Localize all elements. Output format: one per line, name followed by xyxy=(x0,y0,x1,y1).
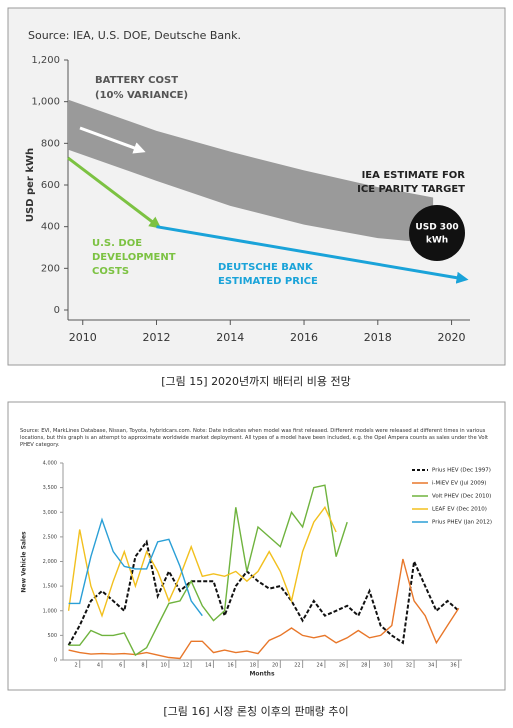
y-tick-label: 1,500 xyxy=(43,584,57,590)
line xyxy=(67,505,337,618)
y-tick-label: 0 xyxy=(54,305,60,316)
legend-label: Prius HEV (Dec 1997) xyxy=(432,468,491,474)
series-label: DEUTSCHE BANK xyxy=(218,262,314,273)
y-tick-label: 3,500 xyxy=(43,485,57,491)
x-tick-label: 16 xyxy=(227,663,233,669)
x-tick-label: 14 xyxy=(205,663,211,669)
annotation: IEA ESTIMATE FOR xyxy=(362,170,466,181)
line xyxy=(68,484,348,657)
line xyxy=(68,558,460,660)
y-tick-label: 2,000 xyxy=(43,559,57,565)
x-tick-label: 20 xyxy=(272,663,278,669)
figure-box xyxy=(7,401,506,691)
x-tick-label: 2 xyxy=(75,663,78,669)
line xyxy=(67,539,460,646)
legend-label: LEAF EV (Dec 2010) xyxy=(432,507,487,513)
x-tick-label: 2014 xyxy=(216,331,244,344)
annotation: kWh xyxy=(426,236,448,246)
x-tick-label: 32 xyxy=(406,663,412,669)
line xyxy=(67,156,162,229)
x-tick-label: 24 xyxy=(317,663,323,669)
band xyxy=(68,99,434,244)
source: Source: EVI, MarkLines Database, Nissan,… xyxy=(20,428,489,448)
x-tick-label: 28 xyxy=(361,663,367,669)
y-tick-label: 1,200 xyxy=(31,55,60,66)
y-axis-label: New Vehicle Sales xyxy=(21,531,28,593)
x-tick-label: 2012 xyxy=(143,331,171,344)
series-label: COSTS xyxy=(92,266,129,277)
line xyxy=(68,517,203,617)
annotation: USD 300 xyxy=(415,223,458,233)
caption: [그림 16] 시장 론칭 이후의 판매량 추이 xyxy=(163,705,348,718)
legend-label: Volt PHEV (Dec 2010) xyxy=(432,494,491,500)
y-tick-label: 500 xyxy=(47,633,57,639)
band-label: (10% VARIANCE) xyxy=(95,90,188,101)
series-label: DEVELOPMENT xyxy=(92,252,176,263)
y-tick-label: 200 xyxy=(41,263,60,274)
target-badge xyxy=(409,205,465,261)
x-tick-label: 18 xyxy=(250,663,256,669)
x-tick-label: 6 xyxy=(119,663,122,669)
annotation: ICE PARITY TARGET xyxy=(357,184,465,195)
x-tick-label: 34 xyxy=(428,663,434,669)
caption: [그림 15] 2020년까지 배터리 비용 전망 xyxy=(161,375,351,388)
x-axis-label: Months xyxy=(249,671,275,678)
x-tick-label: 12 xyxy=(183,663,189,669)
x-tick-label: 2018 xyxy=(364,331,392,344)
series-label: ESTIMATED PRICE xyxy=(218,276,318,287)
y-tick-label: 400 xyxy=(41,222,60,233)
y-axis-label: USD per kWh xyxy=(25,148,36,222)
y-tick-label: 1,000 xyxy=(43,608,57,614)
band-label: BATTERY COST xyxy=(95,75,178,86)
legend-label: i-MiEV EV (Jul 2009) xyxy=(432,481,486,487)
y-tick-label: 0 xyxy=(54,658,57,664)
arrow xyxy=(79,126,146,154)
x-tick-label: 36 xyxy=(450,663,456,669)
source-box: Source: EVI, MarkLines Database, Nissan,… xyxy=(20,428,489,448)
x-tick-label: 2020 xyxy=(438,331,466,344)
x-tick-label: 2010 xyxy=(69,331,97,344)
series-label: U.S. DOE xyxy=(92,238,142,249)
y-tick-label: 4,000 xyxy=(43,461,57,467)
y-tick-label: 3,000 xyxy=(43,510,57,516)
x-tick-label: 2016 xyxy=(290,331,318,344)
x-tick-label: 26 xyxy=(339,663,345,669)
x-tick-label: 22 xyxy=(294,663,300,669)
x-tick-label: 30 xyxy=(383,663,389,669)
y-tick-label: 800 xyxy=(41,138,60,149)
y-tick-label: 2,500 xyxy=(43,534,57,540)
line xyxy=(156,225,469,284)
y-tick-label: 1,000 xyxy=(31,97,60,108)
y-tick-label: 600 xyxy=(41,180,60,191)
legend-label: Prius PHEV (Jan 2012) xyxy=(432,520,492,526)
source: Source: IEA, U.S. DOE, Deutsche Bank. xyxy=(28,29,241,42)
x-tick-label: 10 xyxy=(161,663,167,669)
x-tick-label: 8 xyxy=(141,663,144,669)
x-tick-label: 4 xyxy=(97,663,100,669)
